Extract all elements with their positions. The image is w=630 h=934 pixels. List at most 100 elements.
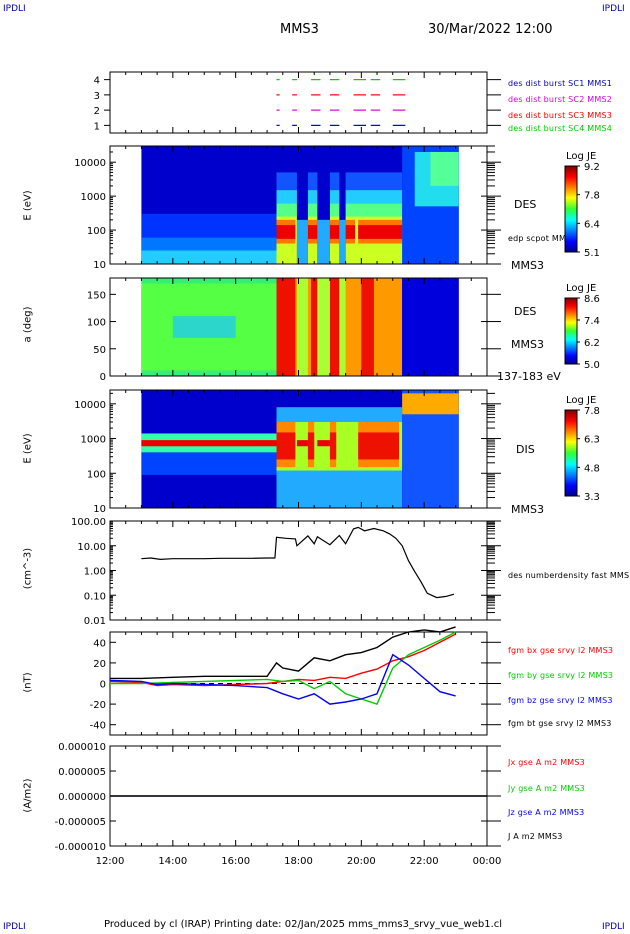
des-pitch-gap-band [339, 278, 346, 376]
dis-energy-instrument-label: DIS [516, 443, 535, 456]
des-energy-hot-band [307, 225, 318, 239]
magnetic-field-y-tick-label: 20 [93, 659, 106, 670]
x-axis-tick-label: 12:00 [96, 856, 125, 867]
legend-burst-sc2: des dist burst SC2 MMS2 [508, 95, 613, 104]
des-pitch-colorbar-tick-label: 8.6 [584, 294, 600, 305]
corner-label-bottom-right: IPDLI [602, 922, 625, 932]
des-energy-gap-band [339, 219, 346, 264]
dis-energy-spacecraft-label: MMS3 [511, 503, 544, 516]
magnetic-field-series-line [109, 633, 456, 687]
current-density-y-tick-label: -0.000010 [55, 842, 106, 853]
dis-energy-y-tick-label: 10 [93, 504, 106, 515]
burst-panel-frame [109, 71, 488, 134]
des-pitch-spacecraft-label: MMS3 [511, 338, 544, 351]
spacecraft-title: MMS3 [280, 22, 319, 37]
des-energy-hot-band [345, 225, 356, 239]
legend-jz: Jz gse A m2 MMS3 [508, 808, 585, 817]
des-pitch-colorbar-title: Log JE [566, 283, 597, 294]
dis-energy-colorbar [564, 409, 578, 497]
legend-bx: fgm bx gse srvy l2 MMS3 [508, 646, 614, 655]
des-pitch-late-band [402, 278, 459, 376]
magnetic-field-series-line [110, 631, 456, 705]
magnetic-field-y-tick-label: -40 [90, 721, 106, 732]
current-density-y-tick-label: 0.000010 [58, 742, 106, 753]
des-pitch-colorbar-tick-label: 6.2 [584, 338, 600, 349]
burst-y-tick-label: 3 [94, 91, 100, 102]
des-energy-colorbar-tick-label: 7.8 [584, 191, 600, 202]
density-y-tick-label: 0.10 [84, 591, 106, 602]
corner-label-bottom-left: IPDLI [3, 922, 26, 932]
magnetic-field-y-tick-label: 40 [93, 638, 106, 649]
des-pitch-hot-band [329, 278, 340, 376]
x-axis-tick-label: 14:00 [158, 856, 187, 867]
des-pitch-y-tick-label: 150 [87, 290, 106, 301]
dis-energy-late-band [402, 393, 459, 415]
burst-y-tick-label: 1 [94, 121, 100, 132]
magnetic-field-series-line [110, 626, 456, 680]
dis-energy-colorbar-title: Log JE [566, 395, 597, 406]
des-energy-y-tick-label: 10000 [74, 158, 106, 169]
density-series-line [141, 526, 455, 599]
burst-y-tick-label: 2 [94, 106, 100, 117]
des-energy-instrument-label: DES [514, 198, 537, 211]
dis-energy-colorbar-tick-label: 7.8 [584, 406, 600, 417]
x-axis-tick-label: 18:00 [284, 856, 313, 867]
des-pitch-y-tick-label: 0 [100, 372, 106, 383]
density-y-tick-label: 0.01 [84, 616, 106, 627]
dis-energy-hot-band [358, 432, 400, 460]
des-energy-colorbar [564, 165, 578, 253]
dis-energy-y-tick-label: 100 [87, 469, 106, 480]
des-energy-gap-band [296, 219, 308, 264]
current-density-y-tick-label: -0.000005 [55, 817, 106, 828]
x-axis-tick-label: 00:00 [473, 856, 502, 867]
des-energy-colorbar-tick-label: 6.4 [584, 219, 600, 230]
des-energy-y-tick-label: 1000 [81, 192, 106, 203]
legend-by: fgm by gse srvy l2 MMS3 [508, 671, 614, 680]
des-energy-lowE-band [141, 250, 277, 264]
des-pitch-gap-band [317, 278, 330, 376]
dis-energy-quiet-band [141, 452, 277, 475]
des-pitch-hot-band [276, 278, 296, 376]
dis-energy-beam-band [296, 440, 308, 447]
des-pitch-y-tick-label: 100 [87, 318, 106, 329]
des-energy-colorbar-tick-label: 5.1 [584, 248, 600, 259]
legend-burst-sc3: des dist burst SC3 MMS3 [508, 111, 613, 120]
x-axis-tick-label: 22:00 [410, 856, 439, 867]
dis-energy-hot-band [276, 432, 296, 460]
legend-density: des numberdensity fast MMS3 [508, 571, 630, 580]
dis-energy-hot-band [307, 432, 315, 460]
corner-label-top-right: IPDLI [602, 4, 625, 14]
dis-energy-beam-band [141, 440, 277, 447]
legend-jy: Jy gse A m2 MMS3 [508, 784, 585, 793]
des-energy-spacecraft-label: MMS3 [511, 259, 544, 272]
dis-energy-beam-band [317, 440, 330, 447]
magnetic-field-y-tick-label: 0 [100, 680, 106, 691]
des-pitch-y-tick-label: 50 [93, 345, 106, 356]
current-density-y-tick-label: 0.000005 [58, 767, 106, 778]
dis-energy-hot-band [329, 432, 337, 460]
des-pitch-hot-band [361, 278, 374, 376]
x-axis-tick-label: 20:00 [347, 856, 376, 867]
dis-energy-colorbar-tick-label: 4.8 [584, 463, 600, 474]
des-energy-gap-band [296, 146, 308, 264]
des-pitch-energy-range-label: 137-183 eV [497, 370, 561, 383]
legend-jx: Jx gse A m2 MMS3 [508, 758, 585, 767]
des-pitch-colorbar-tick-label: 7.4 [584, 316, 600, 327]
burst-y-tick-label: 4 [94, 76, 100, 87]
des-pitch-gap-band [296, 278, 308, 376]
dis-energy-y-tick-label: 1000 [81, 435, 106, 446]
legend-bt: fgm bt gse srvy l2 MMS3 [508, 719, 612, 728]
footer-text: Produced by cl (IRAP) Printing date: 02/… [104, 919, 503, 930]
density-y-tick-label: 100.00 [71, 517, 106, 528]
des-energy-colorbar-title: Log JE [566, 151, 597, 162]
des-energy-hot-band [329, 225, 340, 239]
des-energy-y-tick-label: 100 [87, 226, 106, 237]
des-energy-late-band [430, 151, 459, 186]
corner-label-top-left: IPDLI [3, 4, 26, 14]
des-energy-hot-band [358, 225, 403, 239]
datetime-title: 30/Mar/2022 12:00 [428, 22, 553, 37]
density-panel-frame [109, 520, 488, 621]
x-axis-tick-label: 16:00 [221, 856, 250, 867]
des-energy-colorbar-tick-label: 9.2 [584, 162, 600, 173]
